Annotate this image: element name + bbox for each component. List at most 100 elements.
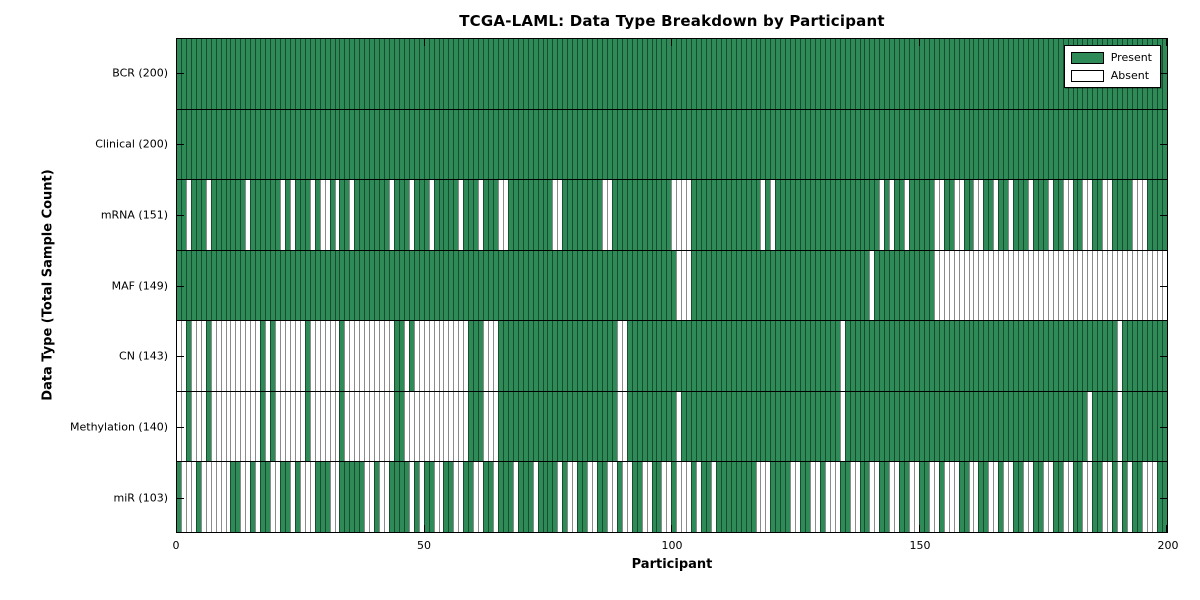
cell: [1151, 391, 1157, 462]
x-tick-mark: [1166, 39, 1167, 46]
cell: [314, 109, 320, 180]
cell: [473, 391, 479, 462]
cell: [948, 109, 954, 180]
x-tick-mark: [671, 525, 672, 532]
cell: [755, 109, 761, 180]
y-tick-mark: [1160, 285, 1167, 287]
cell: [572, 462, 578, 533]
cell: [344, 39, 350, 109]
cell: [235, 250, 241, 321]
cell: [438, 462, 444, 533]
cell: [790, 391, 796, 462]
cell: [364, 109, 370, 180]
cell: [656, 109, 662, 180]
cell: [800, 391, 806, 462]
cell: [324, 109, 330, 180]
cell: [374, 180, 380, 250]
cell: [557, 109, 563, 180]
cell: [507, 462, 513, 533]
cell: [557, 462, 563, 533]
cell: [785, 391, 791, 462]
cell: [973, 250, 979, 321]
cell: [349, 462, 355, 533]
cell: [497, 180, 503, 250]
cell: [834, 250, 840, 321]
cell: [1102, 462, 1108, 533]
cell: [681, 462, 687, 533]
cell: [844, 39, 850, 109]
cell: [597, 462, 602, 533]
cell: [745, 321, 751, 391]
cell: [938, 39, 944, 109]
cell: [517, 250, 523, 321]
cell: [473, 109, 479, 180]
cell: [230, 391, 236, 462]
cell: [195, 180, 201, 250]
cell: [1092, 391, 1098, 462]
cell: [859, 109, 865, 180]
cell: [413, 39, 419, 109]
cell: [517, 462, 523, 533]
cell: [671, 39, 677, 109]
cell: [810, 109, 815, 180]
present-swatch-icon: [1070, 51, 1104, 64]
cell: [255, 109, 261, 180]
cell: [725, 39, 731, 109]
cell: [676, 180, 682, 250]
cell: [374, 321, 380, 391]
cell: [958, 250, 964, 321]
cell: [324, 39, 330, 109]
cell: [681, 180, 687, 250]
cell: [1037, 39, 1043, 109]
cell: [651, 180, 657, 250]
cell: [1022, 462, 1028, 533]
cell: [1067, 180, 1073, 250]
cell: [215, 109, 221, 180]
cell: [428, 39, 434, 109]
cell: [1146, 391, 1152, 462]
cell: [805, 250, 810, 321]
cell: [1057, 321, 1063, 391]
cell: [631, 109, 637, 180]
cell: [1136, 109, 1142, 180]
cell: [1156, 109, 1162, 180]
cell: [691, 180, 697, 250]
cell: [294, 180, 300, 250]
cell: [745, 250, 751, 321]
cell: [284, 250, 290, 321]
cell: [918, 39, 924, 109]
cell: [190, 321, 196, 391]
cell: [532, 250, 538, 321]
cell: [651, 109, 657, 180]
cell: [180, 321, 186, 391]
cell: [309, 321, 315, 391]
cell: [245, 321, 251, 391]
cell: [636, 180, 642, 250]
cell: [671, 391, 677, 462]
cell: [1072, 321, 1078, 391]
cell: [1003, 39, 1009, 109]
cell: [839, 391, 845, 462]
cell: [963, 321, 969, 391]
cell: [260, 462, 266, 533]
x-tick-mark: [423, 525, 425, 532]
cell: [408, 462, 414, 533]
cell: [319, 462, 325, 533]
cell: [601, 462, 607, 533]
cell: [289, 109, 295, 180]
cell: [260, 39, 266, 109]
cell: [522, 180, 528, 250]
cell: [1146, 250, 1152, 321]
cell: [1112, 391, 1118, 462]
cell: [255, 250, 261, 321]
cell: [453, 321, 459, 391]
cell: [819, 321, 825, 391]
cell: [735, 250, 741, 321]
cell: [284, 462, 290, 533]
row-label-Methylation: Methylation (140): [70, 420, 168, 434]
cell: [651, 250, 657, 321]
cell: [666, 391, 672, 462]
cell: [641, 109, 647, 180]
cell: [185, 462, 191, 533]
cell: [725, 109, 731, 180]
